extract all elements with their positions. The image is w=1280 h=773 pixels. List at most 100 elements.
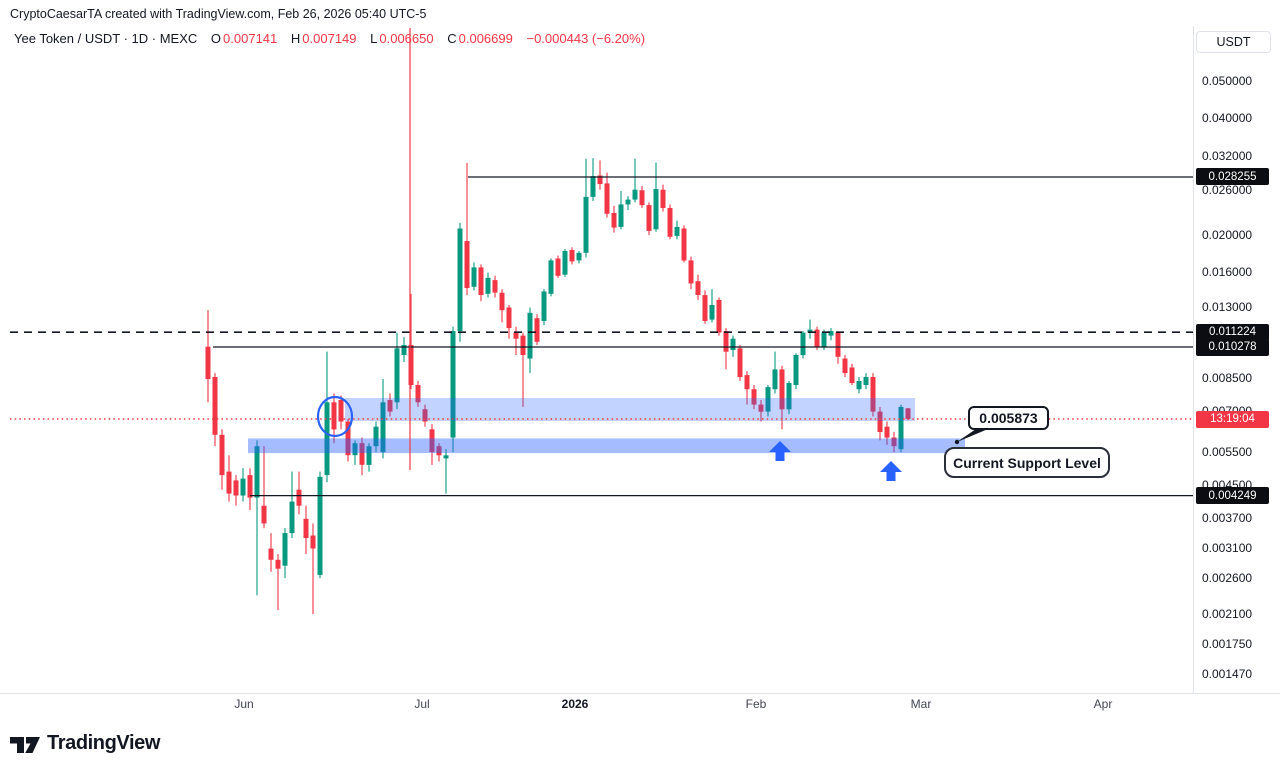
candle-body — [856, 381, 862, 390]
price-tick-label: 0.050000 — [1202, 73, 1253, 88]
candle-body — [478, 267, 484, 295]
ohlc-close-label: C — [447, 31, 457, 46]
candle-body — [555, 258, 561, 276]
price-axis-separator — [1193, 26, 1194, 693]
candle-body — [205, 346, 211, 379]
candle-body — [373, 426, 379, 447]
candle-body — [569, 250, 575, 262]
candle-body — [499, 292, 505, 311]
candle-body — [709, 305, 715, 320]
candle-body — [296, 489, 302, 506]
candle-body — [772, 369, 778, 390]
candle-body — [352, 443, 358, 456]
candle-body — [247, 475, 253, 498]
candle-body — [646, 205, 652, 231]
price-callout[interactable]: 0.005873 — [968, 406, 1049, 430]
tradingview-logo-icon — [10, 736, 40, 753]
candle-body — [667, 208, 673, 237]
candle-body — [632, 189, 638, 200]
candle-body — [884, 426, 890, 438]
time-tick-label: 2026 — [561, 697, 589, 711]
candle-body — [548, 260, 554, 294]
ohlc-high-value: 0.007149 — [302, 31, 357, 46]
candle-body — [317, 476, 323, 575]
candle-body — [758, 404, 764, 412]
time-tick-label: Mar — [910, 697, 932, 711]
candle-body — [800, 332, 806, 356]
candle-body — [604, 183, 610, 214]
candle-body — [436, 446, 442, 456]
candle-body — [240, 478, 246, 496]
price-tick-label: 0.026000 — [1202, 183, 1253, 198]
time-tick-label: Feb — [745, 697, 767, 711]
price-tick-label: 0.008500 — [1202, 371, 1253, 386]
candle-body — [331, 402, 337, 430]
candle-body — [261, 505, 267, 524]
candle-body — [233, 480, 239, 496]
price-level-badge: 0.028255 — [1196, 168, 1269, 186]
candle-body — [737, 348, 743, 377]
candle-body — [485, 277, 491, 294]
candle-body — [639, 190, 645, 206]
candle-body — [828, 331, 834, 336]
ohlc-low-label: L — [370, 31, 378, 46]
candle-body — [765, 387, 771, 412]
callout-anchor-dot — [954, 439, 960, 445]
ohlc-close-value: 0.006699 — [458, 31, 513, 46]
attribution-text: CryptoCaesarTA created with TradingView.… — [10, 7, 427, 21]
candle-body — [471, 267, 477, 287]
support-zone — [345, 398, 915, 421]
candle-body — [513, 332, 519, 339]
candle-body — [212, 377, 218, 435]
price-tick-label: 0.032000 — [1202, 148, 1253, 163]
candle-body — [702, 295, 708, 321]
ohlc-high-label: H — [290, 31, 301, 46]
candle-body — [268, 548, 274, 560]
candle-body — [786, 383, 792, 410]
candle-body — [541, 291, 547, 321]
symbol-legend[interactable]: Yee Token / USDT · 1D · MEXC O 0.007141 H… — [14, 31, 647, 46]
price-tick-label: 0.003100 — [1202, 541, 1253, 556]
candle-body — [429, 429, 435, 453]
ohlc-open-value: 0.007141 — [223, 31, 278, 46]
price-tick-label: 0.002600 — [1202, 570, 1253, 585]
price-tick-label: 0.016000 — [1202, 265, 1253, 280]
candle-body — [380, 402, 386, 453]
price-tick-label: 0.002100 — [1202, 606, 1253, 621]
candle-body — [877, 411, 883, 432]
candle-body — [716, 299, 722, 333]
time-tick-label: Jun — [234, 697, 254, 711]
currency-toggle-button[interactable]: USDT — [1196, 31, 1271, 53]
candle-body — [520, 335, 526, 355]
candle-body — [807, 329, 813, 333]
candle-body — [597, 175, 603, 184]
support-zone — [248, 438, 965, 454]
candle-body — [275, 559, 281, 569]
price-level-badge: 0.011224 — [1196, 323, 1269, 341]
support-level-label[interactable]: Current Support Level — [944, 447, 1110, 478]
candle-body — [457, 228, 463, 332]
candle-body — [415, 385, 421, 403]
candle-body — [849, 367, 855, 383]
candle-body — [870, 377, 876, 412]
candle-body — [324, 402, 330, 476]
time-tick-label: Jul — [414, 697, 430, 711]
tradingview-footer-logo[interactable]: TradingView — [10, 732, 160, 755]
candle-body — [562, 250, 568, 275]
candle-body — [422, 409, 428, 422]
candle-countdown-badge: 13:19:04 — [1196, 410, 1269, 428]
price-level-badge: 0.010278 — [1196, 338, 1269, 356]
price-tick-label: 0.005500 — [1202, 444, 1253, 459]
candle-body — [842, 358, 848, 374]
candle-body — [905, 408, 911, 419]
candle-body — [611, 213, 617, 228]
candle-body — [527, 312, 533, 359]
candle-body — [366, 446, 372, 465]
candle-body — [625, 199, 631, 205]
up-arrow-marker — [769, 441, 791, 461]
symbol-title: Yee Token / USDT · 1D · MEXC — [14, 31, 198, 46]
up-arrow-marker — [880, 461, 902, 481]
callout-tail — [957, 429, 988, 442]
highlight-circle — [316, 395, 354, 438]
